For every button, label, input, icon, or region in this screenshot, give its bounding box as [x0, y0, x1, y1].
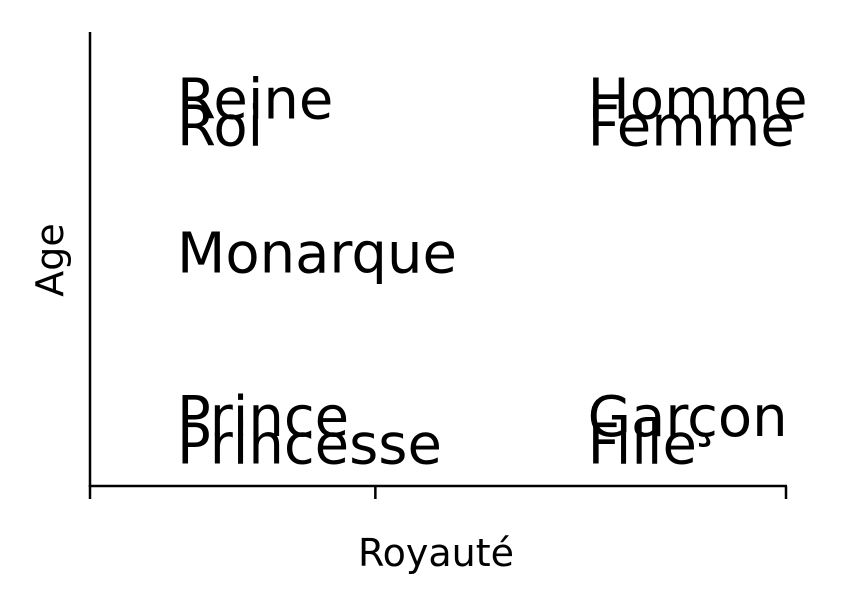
word-label: Fille — [588, 412, 697, 477]
word-label: Homme — [588, 67, 808, 132]
word-label: Roi — [177, 95, 263, 160]
word-label: Reine — [177, 67, 333, 132]
axes — [88, 32, 787, 488]
word-label: Prince — [177, 385, 349, 450]
word-label: Garçon — [588, 385, 788, 450]
word-label: Monarque — [177, 222, 457, 287]
x-ticks — [88, 486, 788, 499]
word-label: Femme — [588, 95, 795, 160]
word-label: Princesse — [177, 412, 442, 477]
y-axis-label: Age — [28, 223, 72, 297]
x-axis-label: Royauté — [358, 531, 514, 575]
